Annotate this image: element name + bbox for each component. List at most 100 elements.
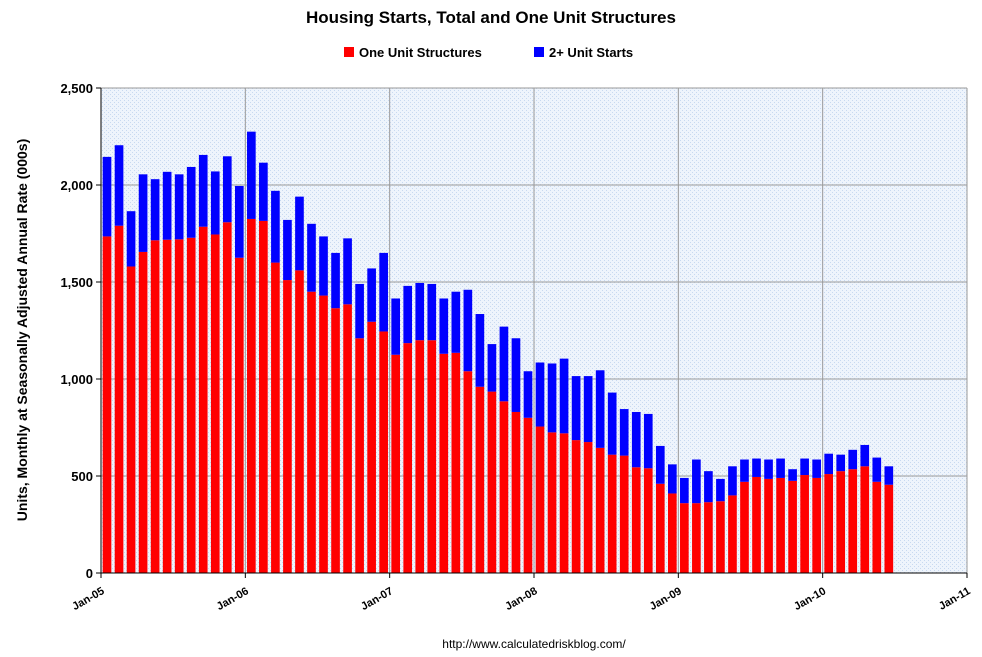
bar-one-unit: [619, 455, 629, 573]
bar-one-unit: [138, 251, 148, 573]
bar-multi-unit: [307, 223, 316, 292]
bar-one-unit: [535, 426, 545, 573]
bar-multi-unit: [860, 444, 870, 467]
bar-one-unit: [680, 503, 689, 573]
gridlines: [101, 87, 968, 574]
bar-one-unit: [174, 239, 184, 573]
bar-one-unit: [283, 280, 292, 573]
bar-one-unit: [162, 239, 172, 573]
bar-multi-unit: [475, 314, 485, 387]
bar-multi-unit: [643, 413, 653, 469]
bar-one-unit: [692, 503, 701, 573]
legend-swatch-one-unit: [344, 47, 354, 57]
bar-one-unit: [643, 468, 653, 573]
bar-one-unit: [667, 493, 677, 573]
bar-multi-unit: [427, 283, 437, 341]
bar-one-unit: [655, 483, 665, 573]
bar-one-unit: [475, 386, 485, 573]
bar-one-unit: [776, 477, 785, 573]
bar-one-unit: [728, 495, 737, 573]
bar-multi-unit: [824, 453, 834, 475]
bar-one-unit: [740, 481, 749, 573]
x-tick-label: Jan-10: [792, 585, 828, 613]
bar-one-unit: [271, 262, 280, 573]
bar-multi-unit: [728, 466, 737, 496]
bar-one-unit: [247, 218, 256, 573]
bar-multi-unit: [138, 174, 148, 252]
bar-multi-unit: [559, 358, 569, 434]
bar-one-unit: [391, 354, 401, 573]
bar-multi-unit: [271, 190, 280, 263]
bar-one-unit: [884, 484, 894, 573]
bar-multi-unit: [355, 283, 364, 339]
legend-label-multi-unit: 2+ Unit Starts: [549, 45, 633, 60]
bar-multi-unit: [704, 471, 713, 503]
bar-one-unit: [114, 225, 124, 574]
bar-multi-unit: [595, 370, 605, 448]
bar-one-unit: [595, 447, 605, 573]
bar-one-unit: [150, 240, 160, 574]
chart-title: Housing Starts, Total and One Unit Struc…: [306, 8, 676, 27]
bar-multi-unit: [571, 376, 581, 441]
bar-one-unit: [403, 343, 413, 573]
bar-multi-unit: [451, 291, 461, 353]
bar-one-unit: [355, 338, 364, 573]
bar-multi-unit: [415, 282, 425, 341]
bar-multi-unit: [800, 458, 809, 476]
y-tick-label: 1,500: [60, 275, 93, 290]
bar-one-unit: [571, 440, 581, 573]
bar-multi-unit: [126, 211, 136, 267]
legend-label-one-unit: One Unit Structures: [359, 45, 482, 60]
x-tick-label: Jan-08: [503, 585, 539, 613]
bar-multi-unit: [463, 289, 473, 372]
bar-multi-unit: [186, 166, 196, 238]
bar-one-unit: [439, 353, 449, 573]
bar-multi-unit: [692, 459, 701, 504]
bar-one-unit: [716, 501, 725, 573]
x-tick-label: Jan-09: [648, 585, 684, 613]
bar-multi-unit: [403, 285, 413, 344]
bar-multi-unit: [102, 156, 112, 237]
bar-multi-unit: [379, 252, 388, 332]
bar-multi-unit: [259, 162, 268, 221]
y-tick-label: 2,000: [60, 178, 93, 193]
bar-multi-unit: [391, 298, 401, 355]
bar-multi-unit: [174, 174, 184, 240]
bar-multi-unit: [319, 236, 328, 296]
bar-one-unit: [631, 467, 641, 573]
bar-one-unit: [583, 442, 593, 573]
bar-multi-unit: [511, 338, 521, 412]
bar-one-unit: [872, 481, 882, 573]
bar-multi-unit: [631, 411, 641, 468]
bar-one-unit: [415, 340, 425, 573]
bar-multi-unit: [812, 459, 821, 478]
bar-multi-unit: [680, 477, 689, 504]
bar-multi-unit: [788, 469, 797, 481]
bar-one-unit: [295, 270, 304, 573]
bar-multi-unit: [752, 458, 761, 477]
bar-multi-unit: [655, 445, 665, 484]
bar-multi-unit: [740, 459, 749, 482]
bar-one-unit: [198, 226, 208, 573]
y-tick-label: 0: [86, 566, 93, 581]
y-tick-label: 1,000: [60, 372, 93, 387]
bar-multi-unit: [114, 145, 124, 226]
bar-one-unit: [523, 417, 533, 573]
bar-one-unit: [788, 480, 797, 573]
bar-multi-unit: [776, 458, 785, 478]
x-tick-label: Jan-06: [215, 585, 251, 613]
bar-multi-unit: [667, 464, 677, 494]
bar-multi-unit: [343, 238, 352, 305]
bar-one-unit: [812, 477, 821, 573]
bar-one-unit: [559, 433, 569, 573]
bar-one-unit: [343, 304, 352, 573]
bar-one-unit: [126, 266, 136, 573]
bar-one-unit: [704, 502, 713, 573]
bar-one-unit: [463, 371, 473, 573]
bar-multi-unit: [872, 457, 882, 482]
bar-one-unit: [860, 466, 870, 573]
bar-multi-unit: [764, 459, 773, 479]
bar-one-unit: [427, 340, 437, 573]
bar-multi-unit: [439, 298, 449, 354]
